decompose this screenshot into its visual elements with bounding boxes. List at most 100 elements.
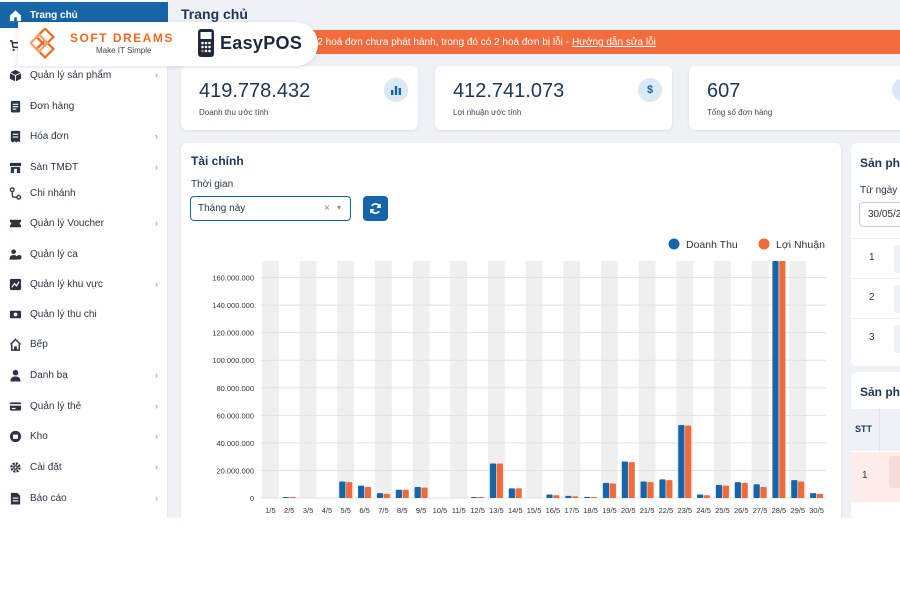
profit-bar[interactable] bbox=[760, 486, 767, 498]
profit-bar[interactable] bbox=[685, 425, 692, 498]
profit-bar[interactable] bbox=[779, 261, 786, 498]
revenue-bar[interactable] bbox=[546, 494, 553, 498]
clear-icon[interactable]: × bbox=[324, 203, 330, 214]
x-tick-label: 7/5 bbox=[378, 506, 388, 515]
profit-bar[interactable] bbox=[515, 488, 522, 498]
profit-bar[interactable] bbox=[402, 489, 409, 498]
table-row: 1 bbox=[851, 452, 900, 502]
revenue-bar[interactable] bbox=[772, 261, 779, 498]
revenue-bar[interactable] bbox=[640, 481, 647, 498]
sidebar-item-contacts[interactable]: Danh bạ › bbox=[0, 361, 168, 389]
column-band bbox=[638, 261, 656, 498]
profit-bar[interactable] bbox=[346, 482, 353, 498]
profit-bar[interactable] bbox=[496, 463, 503, 498]
legend-label[interactable]: Lợi Nhuận bbox=[776, 239, 825, 251]
revenue-bar[interactable] bbox=[621, 461, 628, 498]
column-band bbox=[714, 261, 731, 498]
revenue-card: 419.778.432 Doanh thu ước tính bbox=[181, 66, 418, 130]
sidebar-item-box[interactable]: Quản lý sản phẩm › bbox=[0, 61, 168, 89]
profit-bar[interactable] bbox=[421, 487, 428, 498]
sidebar-item-branch[interactable]: Chi nhánh bbox=[0, 179, 168, 207]
order-icon bbox=[8, 99, 22, 113]
sidebar-item-kitchen[interactable]: Bếp bbox=[0, 330, 168, 358]
revenue-bar[interactable] bbox=[376, 493, 384, 498]
from-date-input[interactable]: 30/05/2 bbox=[859, 202, 900, 227]
sidebar-item-invoice[interactable]: Hóa đơn › bbox=[0, 122, 168, 150]
profit-bar[interactable] bbox=[647, 482, 654, 498]
revenue-bar[interactable] bbox=[395, 489, 402, 498]
profit-bar[interactable] bbox=[816, 493, 824, 498]
profit-bar[interactable] bbox=[289, 497, 296, 498]
invoice-icon bbox=[8, 129, 22, 143]
revenue-bar[interactable] bbox=[810, 493, 817, 498]
chevron-right-icon: › bbox=[155, 493, 158, 503]
revenue-bar[interactable] bbox=[753, 484, 760, 498]
profit-bar[interactable] bbox=[364, 486, 372, 498]
sidebar-item-store[interactable]: Sàn TMĐT › bbox=[0, 153, 168, 181]
sidebar-item-order[interactable]: Đơn hàng bbox=[0, 92, 168, 120]
sidebar-item-shift[interactable]: Quản lý ca bbox=[0, 240, 168, 268]
refresh-button[interactable] bbox=[363, 196, 388, 221]
x-tick-label: 10/5 bbox=[433, 506, 448, 515]
x-tick-label: 6/5 bbox=[359, 506, 369, 515]
chevron-right-icon: › bbox=[155, 370, 158, 380]
revenue-bar[interactable] bbox=[282, 497, 289, 498]
sidebar-item-card[interactable]: Quản lý thẻ › bbox=[0, 392, 168, 420]
profit-bar[interactable] bbox=[741, 482, 748, 498]
revenue-bar[interactable] bbox=[489, 463, 497, 498]
revenue-bar[interactable] bbox=[734, 482, 741, 498]
legend-label[interactable]: Doanh Thu bbox=[686, 239, 738, 251]
column-band bbox=[601, 261, 618, 498]
profit-bar[interactable] bbox=[628, 462, 635, 498]
revenue-bar[interactable] bbox=[414, 486, 421, 498]
profit-bar[interactable] bbox=[722, 485, 729, 498]
row-index: 2 bbox=[869, 292, 875, 303]
revenue-bar[interactable] bbox=[339, 481, 346, 498]
time-select[interactable]: Tháng này × ▾ bbox=[190, 196, 351, 221]
fix-guide-link[interactable]: Hướng dẫn sửa lỗi bbox=[572, 36, 656, 48]
chevron-down-icon[interactable]: ▾ bbox=[337, 203, 342, 212]
x-tick-label: 9/5 bbox=[416, 506, 426, 515]
kitchen-icon bbox=[8, 337, 22, 351]
profit-bar[interactable] bbox=[609, 483, 616, 498]
revenue-bar[interactable] bbox=[471, 497, 478, 498]
revenue-bar[interactable] bbox=[508, 488, 515, 498]
branch-icon bbox=[8, 186, 22, 200]
finance-panel: Tài chính Thời gian Tháng này × ▾ 0 20.00… bbox=[181, 143, 841, 518]
revenue-bar[interactable] bbox=[678, 424, 685, 498]
revenue-bar[interactable] bbox=[584, 496, 591, 498]
revenue-bar[interactable] bbox=[565, 495, 572, 498]
sidebar-item-area[interactable]: Quản lý khu vực › bbox=[0, 270, 168, 298]
cash-icon bbox=[8, 307, 22, 321]
list-item: 2 bbox=[851, 278, 900, 318]
profit-bar[interactable] bbox=[798, 481, 805, 498]
x-tick-label: 21/5 bbox=[640, 506, 655, 515]
sidebar-item-gear[interactable]: Cài đặt › bbox=[0, 453, 168, 481]
profit-bar[interactable] bbox=[666, 480, 673, 498]
sidebar-item-report[interactable]: Báo cáo › bbox=[0, 484, 168, 512]
profit-bar[interactable] bbox=[572, 496, 579, 498]
area-icon bbox=[8, 277, 22, 291]
y-tick-label: 60.000.000 bbox=[216, 411, 254, 420]
revenue-bar[interactable] bbox=[791, 480, 798, 498]
chevron-right-icon: › bbox=[155, 279, 158, 289]
profit-bar[interactable] bbox=[590, 497, 598, 498]
sidebar-item-warehouse[interactable]: Kho › bbox=[0, 422, 168, 450]
profit-bar[interactable] bbox=[703, 495, 711, 498]
revenue-bar[interactable] bbox=[697, 494, 704, 498]
sidebar-item-voucher[interactable]: Quản lý Voucher › bbox=[0, 209, 168, 237]
profit-bar[interactable] bbox=[553, 495, 560, 498]
revenue-bar[interactable] bbox=[358, 485, 365, 498]
x-tick-label: 3/5 bbox=[303, 506, 313, 515]
revenue-bar[interactable] bbox=[715, 484, 723, 498]
product-table-title: Sản pha bbox=[860, 385, 900, 399]
revenue-bar[interactable] bbox=[659, 479, 666, 498]
x-tick-label: 1/5 bbox=[265, 506, 275, 515]
sidebar-item-label: Bếp bbox=[30, 338, 48, 350]
profit-bar[interactable] bbox=[383, 493, 390, 498]
revenue-bar[interactable] bbox=[602, 482, 610, 498]
profit-bar[interactable] bbox=[477, 497, 485, 498]
sidebar-item-cash[interactable]: Quản lý thu chi bbox=[0, 300, 168, 328]
sidebar-item-label: Chi nhánh bbox=[30, 187, 76, 199]
orders-card: 607 Tổng số đơn hàng bbox=[689, 66, 900, 130]
